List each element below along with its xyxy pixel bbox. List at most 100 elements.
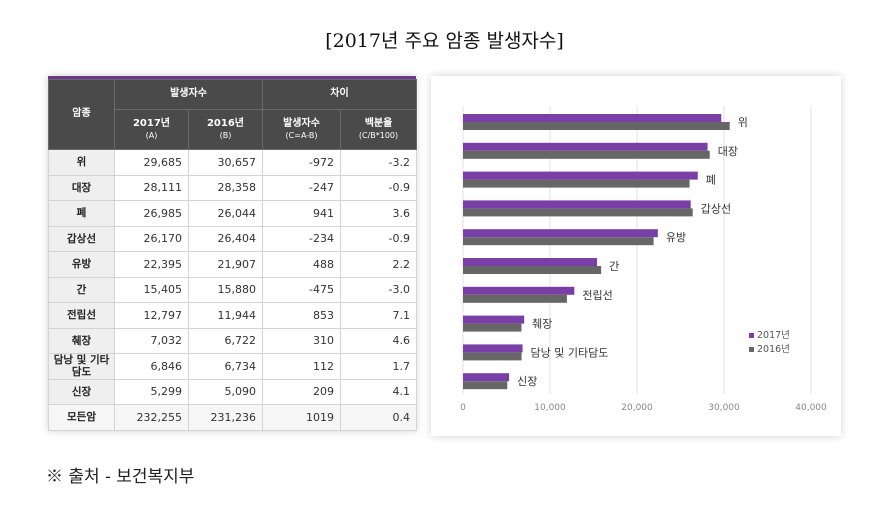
cell-diff: 310 bbox=[262, 327, 341, 354]
row-name: 대장 bbox=[48, 174, 115, 201]
cell-2017: 28,111 bbox=[114, 174, 189, 201]
cell-diff: 853 bbox=[262, 302, 341, 329]
bar-2017 bbox=[463, 258, 598, 266]
cell-2016: 6,734 bbox=[188, 353, 263, 380]
cell-2017: 5,299 bbox=[114, 378, 189, 405]
bar-2016 bbox=[463, 150, 710, 159]
cell-diff: -247 bbox=[262, 174, 341, 201]
row-name: 전립선 bbox=[48, 302, 115, 329]
cell-2017: 26,985 bbox=[114, 200, 189, 227]
cell-pct: 4.6 bbox=[340, 327, 417, 354]
row-name: 모든암 bbox=[48, 404, 115, 431]
table-row: 췌장 7,032 6,722 310 4.6 bbox=[48, 327, 417, 354]
category-label: 폐 bbox=[706, 174, 716, 187]
category-label: 신장 bbox=[517, 375, 537, 388]
legend-label-2016: 2016년 bbox=[757, 344, 790, 355]
header-diff-sub: (C=A-B) bbox=[285, 130, 318, 140]
cell-2016: 11,944 bbox=[188, 302, 263, 329]
header-2017: 2017년 (A) bbox=[114, 109, 189, 150]
bar-2016 bbox=[463, 294, 567, 303]
category-label: 전립선 bbox=[582, 289, 612, 302]
header-type: 암종 bbox=[48, 79, 115, 150]
row-name: 담낭 및 기타담도 bbox=[48, 353, 115, 380]
row-name: 폐 bbox=[48, 200, 115, 227]
legend-swatch-2016 bbox=[749, 347, 754, 352]
cell-2016: 15,880 bbox=[188, 276, 263, 303]
bar-2017 bbox=[463, 114, 722, 122]
table-row: 간 15,405 15,880 -475 -3.0 bbox=[48, 276, 417, 303]
x-tick-label: 30,000 bbox=[708, 403, 740, 413]
bar-2017 bbox=[463, 373, 510, 382]
header-pct-sub: (C/B*100) bbox=[358, 130, 399, 140]
category-label: 유방 bbox=[666, 231, 686, 244]
table-row: 유방 22,395 21,907 488 2.2 bbox=[48, 251, 417, 278]
row-name: 위 bbox=[48, 149, 115, 176]
header-pct: 백분율 (C/B*100) bbox=[340, 109, 417, 150]
cell-2017: 29,685 bbox=[114, 149, 189, 176]
table-row: 담낭 및 기타담도 6,846 6,734 112 1.7 bbox=[48, 353, 417, 380]
bar-2016 bbox=[463, 179, 690, 188]
cell-diff: 209 bbox=[262, 378, 341, 405]
cell-2017: 22,395 bbox=[114, 251, 189, 278]
header-pct-label: 백분율 bbox=[364, 118, 393, 130]
bar-2016 bbox=[463, 381, 508, 390]
table-row: 모든암 232,255 231,236 1019 0.4 bbox=[48, 404, 417, 431]
table-row: 전립선 12,797 11,944 853 7.1 bbox=[48, 302, 417, 329]
category-label: 갑상선 bbox=[701, 202, 731, 215]
bar-2016 bbox=[463, 122, 730, 130]
x-tick-label: 40,000 bbox=[795, 403, 827, 413]
category-label: 간 bbox=[609, 260, 619, 273]
row-name: 췌장 bbox=[48, 327, 115, 354]
cell-pct: 3.6 bbox=[340, 200, 417, 227]
category-label: 췌장 bbox=[532, 318, 552, 331]
source-note: ※ 출처 - 보건복지부 bbox=[46, 467, 195, 487]
bar-2017 bbox=[463, 315, 525, 324]
table-row: 위 29,685 30,657 -972 -3.2 bbox=[48, 149, 417, 176]
cell-2017: 7,032 bbox=[114, 327, 189, 354]
bar-2016 bbox=[463, 237, 654, 246]
header-2016-label: 2016년 bbox=[206, 118, 245, 130]
table-row: 대장 28,111 28,358 -247 -0.9 bbox=[48, 174, 417, 201]
cell-2016: 231,236 bbox=[188, 404, 263, 431]
legend-swatch-2017 bbox=[749, 333, 754, 338]
bar-2017 bbox=[463, 142, 708, 151]
cell-diff: -234 bbox=[262, 225, 341, 252]
cell-2016: 6,722 bbox=[188, 327, 263, 354]
cell-2017: 6,846 bbox=[114, 353, 189, 380]
row-name: 유방 bbox=[48, 251, 115, 278]
bar-2017 bbox=[463, 200, 691, 209]
header-count-group: 발생자수 bbox=[114, 79, 263, 110]
cell-2016: 5,090 bbox=[188, 378, 263, 405]
cell-2016: 26,044 bbox=[188, 200, 263, 227]
legend-label-2017: 2017년 bbox=[757, 330, 790, 341]
cell-diff: 941 bbox=[262, 200, 341, 227]
x-tick-label: 20,000 bbox=[621, 403, 653, 413]
row-name: 신장 bbox=[48, 378, 115, 405]
cell-diff: -475 bbox=[262, 276, 341, 303]
cell-pct: 4.1 bbox=[340, 378, 417, 405]
cell-pct: 2.2 bbox=[340, 251, 417, 278]
cell-pct: -0.9 bbox=[340, 225, 417, 252]
header-2016-sub: (B) bbox=[219, 130, 232, 140]
bar-chart-panel: 0 10,000 20,000 30,000 40,000 위 대장 폐 갑상선 유방 간 전립선 췌장… bbox=[431, 76, 841, 436]
page-title: [2017년 주요 암종 발생자수] bbox=[325, 30, 564, 52]
header-2017-label: 2017년 bbox=[132, 118, 171, 130]
category-label: 대장 bbox=[718, 145, 738, 158]
table-row: 신장 5,299 5,090 209 4.1 bbox=[48, 378, 417, 405]
x-tick-label: 0 bbox=[460, 403, 466, 413]
cell-pct: -3.2 bbox=[340, 149, 417, 176]
cell-2017: 26,170 bbox=[114, 225, 189, 252]
bar-2017 bbox=[463, 286, 575, 295]
header-diff-label: 발생자수 bbox=[283, 118, 320, 130]
table-row: 갑상선 26,170 26,404 -234 -0.9 bbox=[48, 225, 417, 252]
cell-diff: -972 bbox=[262, 149, 341, 176]
row-name: 간 bbox=[48, 276, 115, 303]
bar-2017 bbox=[463, 171, 698, 180]
category-label: 담낭 및 기타담도 bbox=[531, 346, 609, 359]
cell-2017: 15,405 bbox=[114, 276, 189, 303]
cell-diff: 1019 bbox=[262, 404, 341, 431]
cell-pct: -0.9 bbox=[340, 174, 417, 201]
bar-chart: 0 10,000 20,000 30,000 40,000 위대장폐갑상선유방간전립선췌장… bbox=[460, 106, 827, 413]
row-name: 갑상선 bbox=[48, 225, 115, 252]
cell-pct: 0.4 bbox=[340, 404, 417, 431]
